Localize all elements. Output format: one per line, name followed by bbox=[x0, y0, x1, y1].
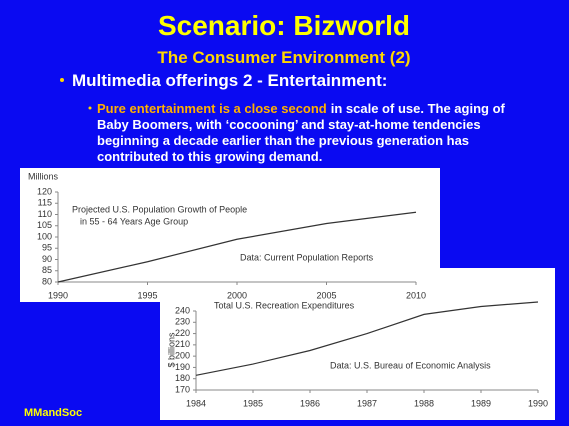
y-tick-label: 120 bbox=[37, 186, 52, 196]
annotation: Data: Current Population Reports bbox=[240, 252, 374, 262]
y-tick-label: 240 bbox=[175, 305, 190, 315]
x-tick-label: 1984 bbox=[186, 398, 206, 408]
sub-bullet-line: Pure entertainment is a close second in s… bbox=[97, 101, 506, 116]
x-tick-label: 1995 bbox=[137, 290, 157, 300]
annotation: in 55 - 64 Years Age Group bbox=[80, 216, 188, 226]
annotation: Data: U.S. Bureau of Economic Analysis bbox=[330, 360, 491, 370]
x-tick-label: 1985 bbox=[243, 398, 263, 408]
x-tick-label: 1989 bbox=[471, 398, 491, 408]
y-tick-label: 200 bbox=[175, 351, 190, 361]
y-tick-label: 220 bbox=[175, 328, 190, 338]
data-line bbox=[57, 211, 417, 283]
x-tick-label: 2010 bbox=[406, 290, 426, 300]
y-tick-label: 230 bbox=[175, 317, 190, 327]
footer: MMandSoc bbox=[24, 407, 82, 419]
y-tick-label: 80 bbox=[42, 276, 52, 286]
x-tick-label: 1990 bbox=[528, 398, 548, 408]
x-tick-label: 1987 bbox=[357, 398, 377, 408]
y-tick-label: 110 bbox=[38, 209, 52, 219]
chart-title: Total U.S. Recreation Expenditures bbox=[214, 300, 355, 310]
y-tick-label: 85 bbox=[42, 265, 52, 275]
y-tick-label: 210 bbox=[175, 339, 190, 349]
y-tick-label: 105 bbox=[37, 220, 52, 230]
y-axis-label: Millions bbox=[28, 171, 59, 181]
y-tick-label: 180 bbox=[175, 373, 190, 383]
data-line bbox=[195, 301, 539, 376]
bullet-dot bbox=[88, 106, 92, 110]
chart-box bbox=[20, 168, 440, 302]
x-tick-label: 1988 bbox=[414, 398, 434, 408]
y-tick-label: 190 bbox=[175, 362, 190, 372]
y-tick-label: 115 bbox=[38, 198, 52, 208]
bullet: Multimedia offerings 2 - Entertainment: bbox=[72, 71, 387, 90]
y-tick-label: 100 bbox=[37, 231, 52, 241]
sub-bullet-line: beginning a decade earlier than the prev… bbox=[97, 133, 469, 148]
y-tick-label: 90 bbox=[42, 254, 52, 264]
bullet-dot bbox=[60, 78, 64, 82]
annotation: Projected U.S. Population Growth of Peop… bbox=[72, 204, 247, 214]
x-tick-label: 2000 bbox=[227, 290, 247, 300]
x-tick-label: 2005 bbox=[316, 290, 336, 300]
y-axis-label: $ billions bbox=[166, 332, 176, 368]
sub-bullet-line: contributed to this growing demand. bbox=[97, 149, 322, 164]
y-tick-label: 170 bbox=[175, 384, 190, 394]
highlight: Pure entertainment is a close second bbox=[97, 101, 327, 116]
sub-bullet-line: Baby Boomers, with ‘cocooning’ and stay-… bbox=[97, 117, 481, 132]
slide-subtitle: The Consumer Environment (2) bbox=[157, 48, 410, 67]
text: in scale of use. The aging of bbox=[331, 101, 506, 116]
y-tick-label: 95 bbox=[42, 243, 52, 253]
slide-title: Scenario: Bizworld bbox=[158, 10, 410, 41]
x-tick-label: 1986 bbox=[300, 398, 320, 408]
x-tick-label: 1990 bbox=[48, 290, 68, 300]
